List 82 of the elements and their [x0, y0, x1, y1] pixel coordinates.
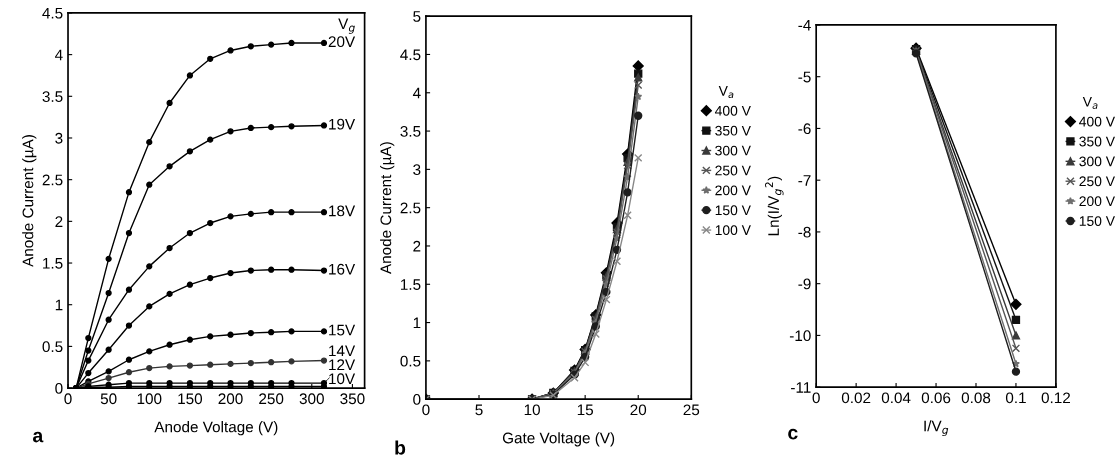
legend-label: 250 V	[1079, 176, 1115, 187]
y-tick-label: -4	[798, 19, 811, 31]
y-tick-label: 5	[413, 11, 421, 22]
x-tick-label: 0.06	[921, 392, 951, 404]
y-tick-label: -6	[798, 123, 811, 135]
legend-label: 400 V	[714, 105, 751, 116]
y-tick-label: 0.5	[400, 355, 421, 367]
legend-label: 150 V	[715, 205, 751, 216]
x-axis-title: I/V$_{g}$	[924, 420, 949, 436]
y-tick-label: -10	[789, 330, 811, 342]
series-label: 19V	[329, 118, 356, 130]
y-tick-label: 1	[413, 317, 421, 329]
y-tick-label: 4	[55, 49, 63, 61]
y-axis-title: Ln(I/V$_{g}$$^{2}$)	[765, 176, 784, 236]
x-tick-label: 20	[630, 404, 647, 416]
y-tick-label: 4.5	[400, 49, 421, 61]
series-label: 16V	[329, 263, 356, 275]
y-tick-label: -5	[798, 71, 811, 83]
x-tick-label: 0	[64, 393, 72, 405]
x-tick-label: 100	[137, 393, 162, 405]
legend-title: V$_{a}$	[1082, 96, 1098, 109]
y-tick-label: 1.5	[401, 279, 421, 290]
legend-label: 100 V	[715, 225, 751, 236]
legend-label: 400 V	[1079, 116, 1115, 127]
y-tick-label: 4.5	[42, 7, 63, 19]
y-tick-label: 2	[413, 240, 421, 252]
y-tick-label: 2.5	[42, 174, 63, 186]
y-tick-label: 1.5	[43, 258, 63, 269]
x-tick-label: 50	[100, 393, 117, 405]
y-axis-title: Anode Current (µA)	[380, 142, 395, 275]
y-tick-label: 4	[412, 87, 421, 99]
y-tick-label: 1	[55, 299, 63, 311]
series-label: 12V	[329, 359, 356, 371]
x-tick-label: 250	[259, 393, 284, 405]
x-tick-label: 350	[340, 393, 365, 405]
y-tick-label: 3	[413, 164, 421, 176]
x-tick-label: 150	[178, 393, 203, 405]
legend-label: 350 V	[1079, 136, 1115, 147]
legend-label: 150 V	[1079, 216, 1115, 226]
text: b	[395, 440, 406, 455]
y-tick-label: 3	[55, 132, 63, 144]
x-tick-label: 0.1	[1005, 392, 1026, 404]
y-tick-label: -7	[798, 175, 811, 186]
y-tick-label: -8	[798, 226, 811, 238]
legend-label: 300 V	[715, 145, 751, 156]
x-tick-label: 0	[422, 404, 430, 416]
legend-label: 200 V	[715, 185, 751, 196]
y-tick-label: 2.5	[400, 202, 421, 214]
text: c	[788, 428, 798, 440]
y-tick-label: -9	[798, 278, 811, 290]
x-tick-label: 0.12	[1041, 392, 1071, 404]
x-tick-label: 10	[524, 404, 540, 416]
legend-label: 250 V	[715, 165, 751, 176]
x-tick-label: 200	[218, 393, 243, 405]
legend-label: 300 V	[1079, 156, 1115, 167]
x-tick-label: 5	[475, 404, 483, 416]
series-label: 14V	[329, 345, 356, 357]
legend-title: V$_{a}$	[718, 86, 734, 99]
y-axis-title: Anode Current (µA)	[22, 135, 37, 267]
x-tick-label: 300	[299, 393, 324, 405]
series-label: 15V	[329, 324, 356, 336]
x-tick-label: 15	[577, 404, 594, 416]
legend-label: 200 V	[1079, 196, 1115, 207]
x-tick-label: 0	[812, 392, 820, 404]
y-tick-label: 0	[55, 382, 63, 394]
text: a	[33, 431, 44, 443]
legend-label: 350 V	[715, 125, 751, 136]
x-tick-label: 0.02	[841, 392, 871, 404]
legend-title: V$_{g}$	[338, 18, 355, 34]
series-label: 18V	[329, 205, 356, 217]
y-tick-label: 2	[55, 216, 63, 227]
series-label: 20V	[328, 36, 356, 48]
x-axis-title: Gate Voltage (V)	[502, 432, 615, 447]
x-axis-title: Anode Voltage (V)	[154, 421, 278, 436]
y-tick-label: -11	[791, 382, 811, 393]
legend-label: 10V	[329, 373, 356, 385]
x-tick-label: 0.04	[881, 392, 911, 404]
y-tick-label: 0.5	[42, 341, 63, 353]
x-tick-label: 0.08	[961, 392, 991, 404]
x-tick-label: 25	[683, 404, 700, 416]
y-tick-label: 3.5	[400, 125, 421, 137]
y-tick-label: 3.5	[42, 91, 63, 102]
